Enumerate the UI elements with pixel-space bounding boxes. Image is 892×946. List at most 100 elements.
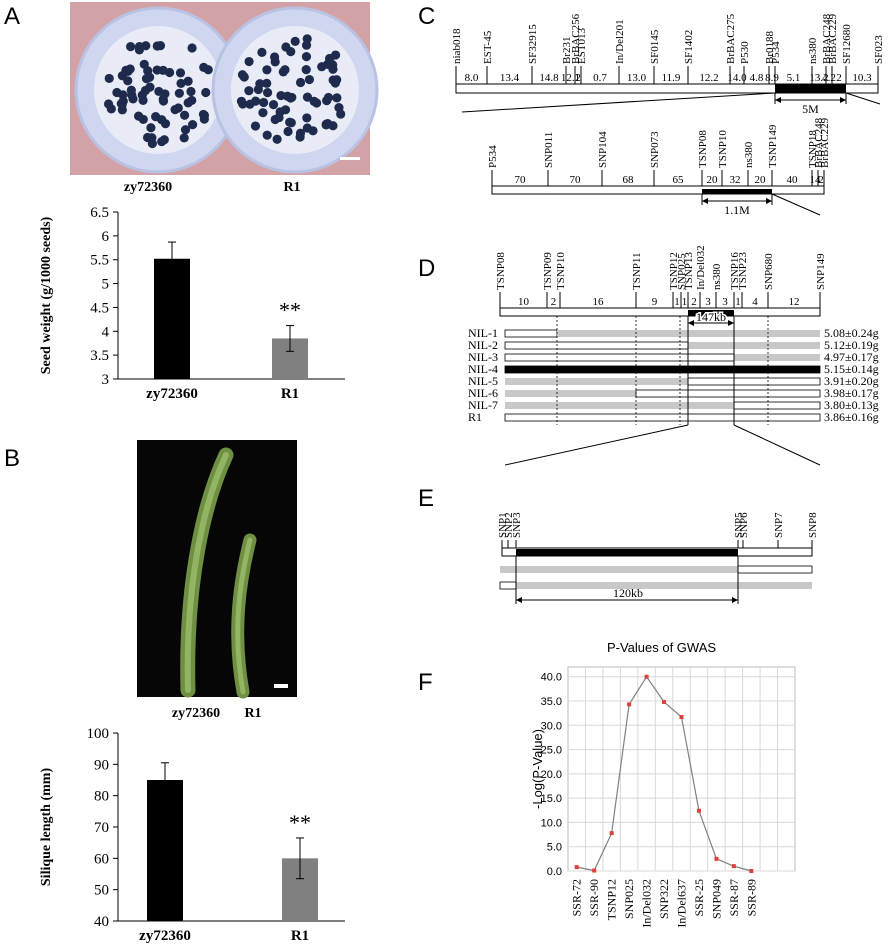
x-tick-label: R1 [281,386,299,402]
seed [302,113,312,123]
marker-label: TSNP13 [683,252,695,290]
seed [283,126,293,137]
distance-label: 8.0 [465,72,479,84]
point [749,869,754,873]
y-tick-label: 5.5 [90,253,109,269]
distance-label: 20 [755,174,767,186]
y-tick-label: 5 [102,277,110,293]
distance-label: 13.2 [809,72,828,84]
distance-label: 4.8 [750,72,764,84]
seed [251,96,261,106]
haplotype-segment [516,582,812,589]
seed [159,135,169,145]
haplotype-segment [504,341,689,350]
marker-label: SF1402 [683,30,695,64]
seed [176,78,186,89]
distance-label: 0.7 [593,72,607,84]
panel-label: B [4,445,20,472]
seed [180,125,191,135]
x-tick-label: SSR-72 [570,879,584,916]
haplotype-segment [504,365,821,374]
distance-label: 4 [752,296,758,308]
x-tick-label: SNP322 [657,879,671,919]
seed [199,114,209,124]
haplotype-segment [505,378,688,385]
bar [154,258,190,379]
seed [257,47,267,57]
panel-label: E [418,485,434,512]
haplotype-segment [499,581,517,590]
marker-label: BrBAC275 [725,13,737,64]
x-tick-label: SNP025 [622,879,636,919]
distance-label: 12.1 [561,72,580,84]
chromosome-bar [455,83,879,94]
y-tick-label: 90 [94,757,109,773]
target-region [702,189,772,194]
seed [262,88,273,98]
zoom-line [845,92,881,105]
distance-label: 40 [787,174,799,186]
marker-label: SNP5 [733,512,745,538]
x-tick-label: R1 [291,928,309,944]
marker-label: TSNP10 [555,252,567,290]
seed [334,102,344,113]
seed [174,88,184,98]
point [731,864,736,869]
marker-label: SF023 [873,35,885,64]
marker-label: P534 [770,41,782,64]
seed [272,134,282,144]
zoom-line [733,424,821,466]
line-weight: 3.98±0.17g [824,386,879,400]
x-tick-label: In/Del032 [640,879,654,928]
haplotype-segment [504,413,821,422]
y-tick-label: 10.0 [541,817,562,829]
seed [138,95,148,105]
distance-label: 13.0 [627,72,647,84]
seed [301,65,311,75]
seed [295,77,306,88]
seed [183,76,193,86]
seed [154,86,164,97]
photo-caption: zy72360 [172,706,220,721]
seed [308,126,318,136]
line-name: NIL-7 [468,398,498,412]
seed [180,110,190,120]
x-tick-label: TSNP12 [605,879,619,920]
line-name: NIL-2 [468,338,498,352]
marker-label: BrBAC229 [827,13,839,64]
point [714,856,719,861]
haplotype-segment [505,402,734,409]
marker-label: SNP1 [497,512,509,538]
seed [152,41,162,51]
haplotype-segment [687,377,821,386]
distance-label: 65 [673,174,685,186]
line-name: NIL-5 [468,374,498,388]
line-weight: 3.86±0.16g [824,410,879,424]
chromosome-bar [491,185,825,195]
y-tick-label: 100 [87,726,110,742]
seed [118,90,128,100]
point [679,715,684,720]
marker-label: SF0145 [649,29,661,64]
seed [280,65,290,75]
seed [139,59,149,69]
seed [126,42,136,52]
line-weight: 5.12±0.19g [824,338,879,352]
seed [170,105,180,115]
y-tick-label: 40.0 [541,672,562,684]
seed [280,105,291,115]
y-tick-label: 5.0 [547,842,562,854]
seed [253,84,263,95]
line-name: NIL-6 [468,386,498,400]
photo-caption: zy72360 [124,180,172,195]
x-tick-label: zy72360 [139,928,191,944]
y-axis-title: -Log(P-Value) [530,729,545,809]
panel-label: C [418,3,435,30]
seed [140,85,151,96]
interval-label: 147kb [696,310,726,324]
marker-label: TSNP149 [767,124,779,168]
haplotype-segment [500,566,738,573]
significance: ** [279,298,301,323]
interval-label: 1.1M [724,203,750,217]
marker-label: SNP149 [815,253,827,290]
